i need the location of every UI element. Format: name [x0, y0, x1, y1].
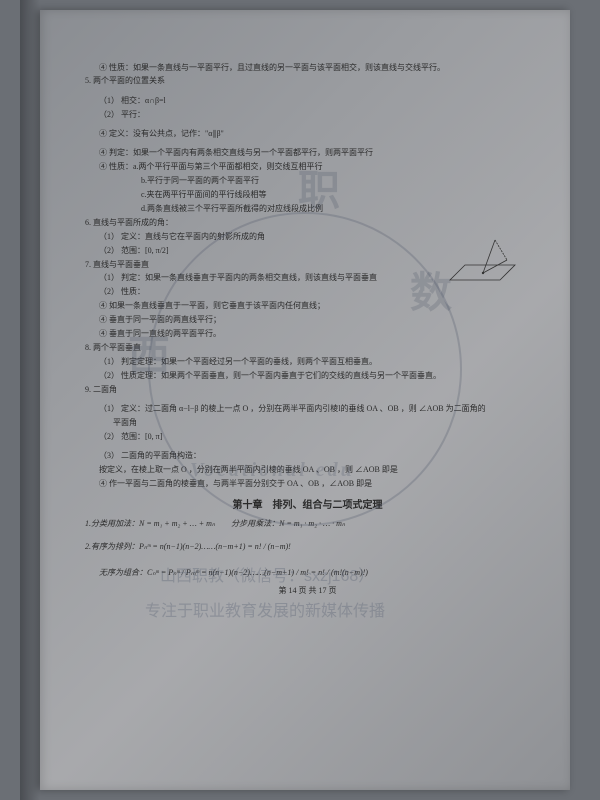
text-line: ④ 性质：如果一条直线与一平面平行，且过直线的另一平面与该平面相交，则该直线与交… — [85, 62, 530, 74]
text-line: d.两条直线被三个平行平面所截得的对应线段成比例 — [85, 203, 530, 215]
text-line: c.夹在两平行平面间的平行线段相等 — [85, 189, 530, 201]
geometry-diagram — [445, 235, 535, 295]
text-line: （3） 二面角的平面角构造： — [85, 450, 530, 462]
text-line: 按定义，在棱上取一点 O ，分别在两半平面内引棱的垂线 OA 、OB ，则 ∠A… — [85, 464, 530, 476]
formula-line: 无序为组合：Cₙᵐ = Pₙᵐ / Pₘᵐ = n(n−1)(n−2)……(n−… — [85, 567, 530, 579]
text-line: （1） 相交：α∩β=l — [85, 95, 530, 107]
text-line: 平面角 — [85, 417, 530, 429]
text-line: ④ 垂直于同一直线的两平面平行。 — [85, 328, 530, 340]
formula-line: 1.分类用加法：N = m₁ + m₂ + … + mₙ 分步用乘法：N = m… — [85, 518, 530, 530]
chapter-title: 第十章 排列、组合与二项式定理 — [85, 498, 530, 514]
text-line: （1） 定义：过二面角 α−l−β 的棱上一点 O ，分别在两半平面内引棱l的垂… — [85, 403, 530, 415]
text-line: ④ 作一平面与二面角的棱垂直，与两半平面分别交于 OA 、OB ，∠AOB 即是 — [85, 478, 530, 490]
text-line: b.平行于同一平面的两个平面平行 — [85, 175, 530, 187]
text-line: （1） 判定定理：如果一个平面经过另一个平面的垂线，则两个平面互相垂直。 — [85, 356, 530, 368]
text-line: 6. 直线与平面所成的角： — [85, 217, 530, 229]
text-line: 5. 两个平面的位置关系 — [85, 75, 530, 87]
formula-line: 2.有序为排列：Pₙᵐ = n(n−1)(n−2)……(n−m+1) = n! … — [85, 541, 530, 553]
text-line: ④ 定义：没有公共点，记作："α∥β" — [85, 128, 530, 140]
document-page: 职 数 西 Vocational edu ④ 性质：如果一条直线与一平面平行，且… — [40, 10, 570, 790]
text-line: （2） 范围：[0, π] — [85, 431, 530, 443]
text-line: （2） 性质定理：如果两个平面垂直，则一个平面内垂直于它们的交线的直线与另一个平… — [85, 370, 530, 382]
text-line: ④ 如果一条直线垂直于一平面，则它垂直于该平面内任何直线； — [85, 300, 530, 312]
page-binding-shadow — [20, 0, 40, 800]
text-line: ④ 判定：如果一个平面内有两条相交直线与另一个平面都平行，则两平面平行 — [85, 147, 530, 159]
text-line: 8. 两个平面垂直 — [85, 342, 530, 354]
text-line: ④ 垂直于同一平面的两直线平行； — [85, 314, 530, 326]
text-line: ④ 性质：a.两个平行平面与第三个平面都相交，则交线互相平行 — [85, 161, 530, 173]
page-number: 第 14 页 共 17 页 — [85, 585, 530, 597]
text-line: （2） 平行： — [85, 109, 530, 121]
watermark-line-2: 专注于职业教育发展的新媒体传播 — [145, 600, 385, 625]
text-line: 9. 二面角 — [85, 384, 530, 396]
